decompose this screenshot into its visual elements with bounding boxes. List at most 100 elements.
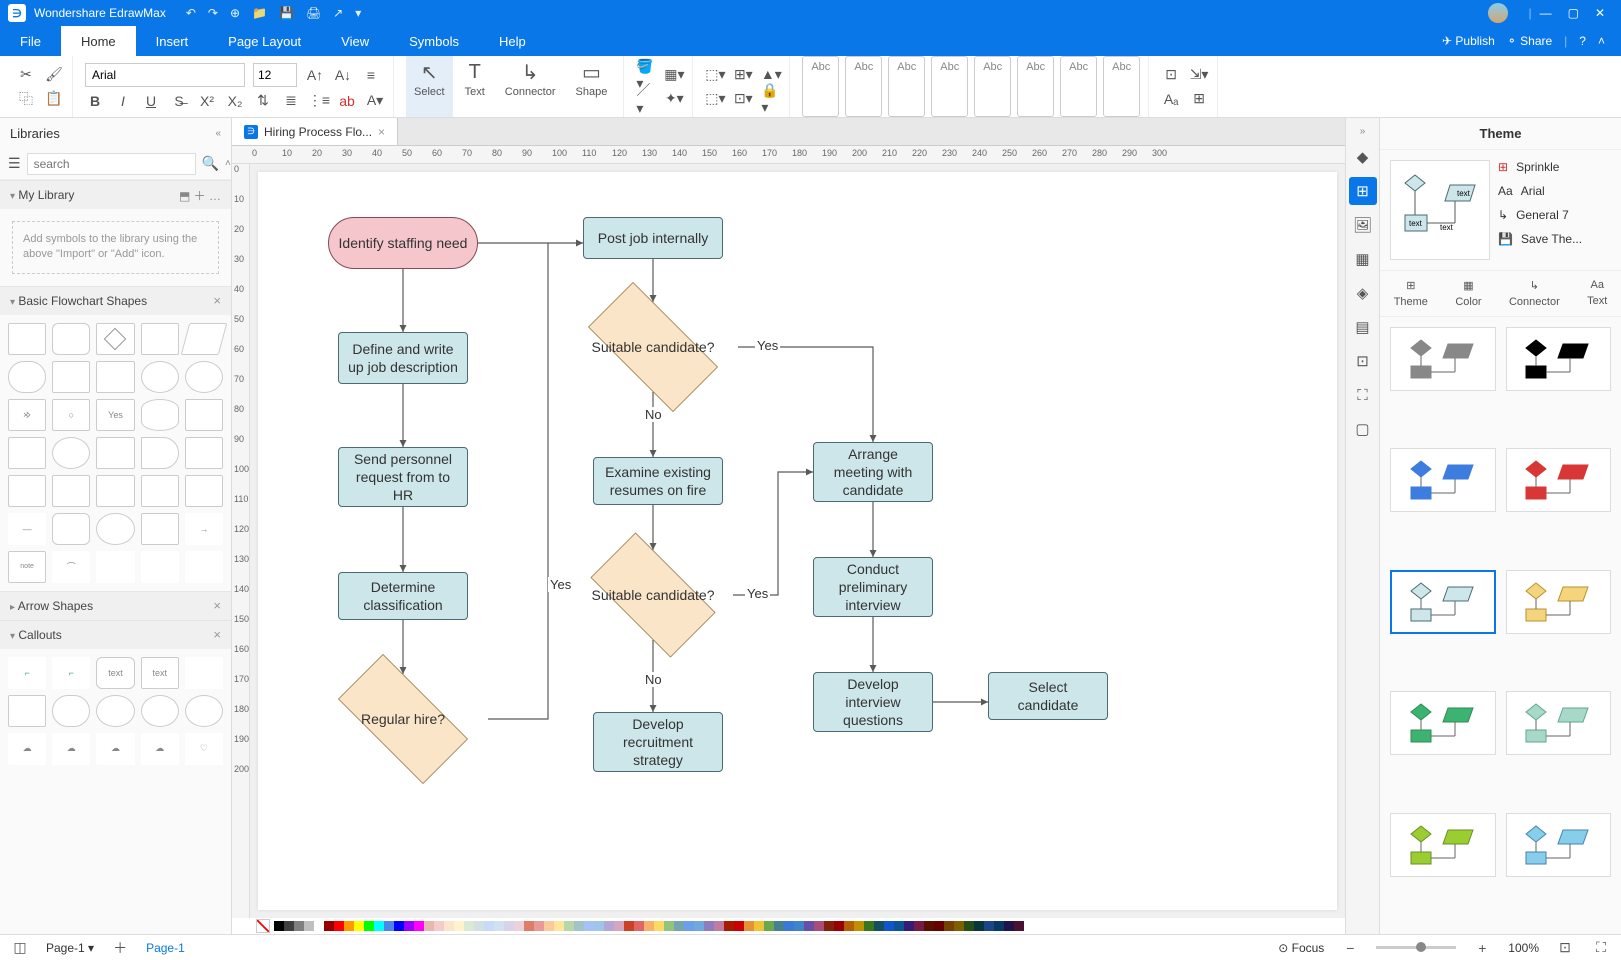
palette-swatch[interactable] bbox=[904, 921, 914, 931]
palette-swatch[interactable] bbox=[374, 921, 384, 931]
select-tool[interactable]: ↖Select bbox=[406, 56, 453, 117]
palette-swatch[interactable] bbox=[574, 921, 584, 931]
palette-swatch[interactable] bbox=[874, 921, 884, 931]
tab-help[interactable]: Help bbox=[479, 26, 546, 56]
palette-swatch[interactable] bbox=[894, 921, 904, 931]
palette-swatch[interactable] bbox=[664, 921, 674, 931]
flowchart-node-n12[interactable]: Conduct preliminary interview bbox=[813, 557, 933, 617]
callout-7[interactable] bbox=[52, 695, 90, 727]
line-spacing-icon[interactable]: ≣ bbox=[281, 91, 301, 111]
fit-page-icon[interactable]: ⛶ bbox=[1591, 938, 1611, 958]
palette-swatch[interactable] bbox=[554, 921, 564, 931]
palette-swatch[interactable] bbox=[794, 921, 804, 931]
flowchart-node-n10[interactable]: Develop recruitment strategy bbox=[593, 712, 723, 772]
tab-insert[interactable]: Insert bbox=[136, 26, 209, 56]
search-icon[interactable]: 🔍 bbox=[202, 154, 219, 174]
callouts-label[interactable]: Callouts bbox=[18, 628, 61, 642]
shape-connector-circle[interactable] bbox=[52, 437, 90, 469]
rp-tab-theme[interactable]: ⊞Theme bbox=[1394, 279, 1428, 308]
ts-grid-icon[interactable]: ⊡ bbox=[1349, 347, 1377, 375]
palette-swatch[interactable] bbox=[934, 921, 944, 931]
ts-layout-icon[interactable]: ▦ bbox=[1349, 245, 1377, 273]
palette-swatch[interactable] bbox=[744, 921, 754, 931]
underline-icon[interactable]: U bbox=[141, 91, 161, 111]
palette-swatch[interactable] bbox=[404, 921, 414, 931]
shape-loop-limit[interactable] bbox=[185, 475, 223, 507]
italic-icon[interactable]: I bbox=[113, 91, 133, 111]
palette-swatch[interactable] bbox=[674, 921, 684, 931]
palette-swatch[interactable] bbox=[284, 921, 294, 931]
palette-swatch[interactable] bbox=[994, 921, 1004, 931]
palette-swatch[interactable] bbox=[864, 921, 874, 931]
flowchart-node-n9[interactable]: Suitable candidate? bbox=[573, 550, 733, 640]
connector-tool[interactable]: ↳Connector bbox=[497, 56, 564, 117]
tab-home[interactable]: Home bbox=[61, 26, 136, 56]
theme-thumb-4[interactable] bbox=[1390, 570, 1496, 634]
flowchart-node-n4[interactable]: Determine classification bbox=[338, 572, 468, 620]
ts-image-icon[interactable]: 🖼 bbox=[1349, 211, 1377, 239]
add-page-icon[interactable]: ＋ bbox=[110, 938, 130, 958]
palette-swatch[interactable] bbox=[854, 921, 864, 931]
ts-layers-icon[interactable]: ◈ bbox=[1349, 279, 1377, 307]
shape-offpage[interactable] bbox=[141, 513, 179, 545]
zoom-out-icon[interactable]: − bbox=[1340, 938, 1360, 958]
palette-swatch[interactable] bbox=[624, 921, 634, 931]
callout-cloud1[interactable]: ☁ bbox=[8, 733, 46, 765]
shape-blank2[interactable] bbox=[141, 551, 179, 583]
font-size-select[interactable] bbox=[253, 63, 297, 87]
theme-thumb-5[interactable] bbox=[1506, 570, 1612, 634]
shape-stored-data[interactable] bbox=[96, 361, 134, 393]
flowchart-node-n1[interactable]: Identify staffing need bbox=[328, 217, 478, 269]
callout-4[interactable]: text bbox=[141, 657, 179, 689]
open-icon[interactable]: 📁 bbox=[252, 6, 267, 20]
palette-swatch[interactable] bbox=[914, 921, 924, 931]
shape-oval[interactable] bbox=[96, 513, 134, 545]
palette-swatch[interactable] bbox=[464, 921, 474, 931]
paste-icon[interactable]: 📋 bbox=[44, 89, 64, 109]
ts-theme-icon[interactable]: ⊞ bbox=[1349, 177, 1377, 205]
theme-connector[interactable]: ↳General 7 bbox=[1498, 208, 1611, 222]
callout-1[interactable]: ⌐ bbox=[8, 657, 46, 689]
callout-2[interactable]: ⌐ bbox=[52, 657, 90, 689]
palette-swatch[interactable] bbox=[474, 921, 484, 931]
callout-3[interactable]: text bbox=[96, 657, 134, 689]
palette-swatch[interactable] bbox=[734, 921, 744, 931]
theme-sprinkle[interactable]: ⊞Sprinkle bbox=[1498, 160, 1611, 174]
palette-swatch[interactable] bbox=[274, 921, 284, 931]
shape-actor[interactable]: 𐰢 bbox=[8, 399, 46, 431]
shape-diamond[interactable] bbox=[96, 323, 134, 355]
bold-icon[interactable]: B bbox=[85, 91, 105, 111]
palette-swatch[interactable] bbox=[644, 921, 654, 931]
shape-card[interactable] bbox=[8, 437, 46, 469]
tab-symbols[interactable]: Symbols bbox=[389, 26, 479, 56]
ts-fill-icon[interactable]: ◆ bbox=[1349, 143, 1377, 171]
palette-swatch[interactable] bbox=[754, 921, 764, 931]
flowchart-node-n13[interactable]: Develop interview questions bbox=[813, 672, 933, 732]
palette-swatch[interactable] bbox=[524, 921, 534, 931]
line-icon[interactable]: ／▾ bbox=[636, 89, 656, 109]
style-preset-6[interactable]: Abc bbox=[1017, 56, 1054, 117]
palette-swatch[interactable] bbox=[824, 921, 834, 931]
palette-swatch[interactable] bbox=[514, 921, 524, 931]
palette-swatch[interactable] bbox=[334, 921, 344, 931]
shape-rounded[interactable] bbox=[52, 513, 90, 545]
theme-thumb-7[interactable] bbox=[1506, 691, 1612, 755]
palette-swatch[interactable] bbox=[304, 921, 314, 931]
palette-swatch[interactable] bbox=[1014, 921, 1024, 931]
strikethrough-icon[interactable]: S̶ bbox=[169, 91, 189, 111]
palette-swatch[interactable] bbox=[294, 921, 304, 931]
palette-swatch[interactable] bbox=[584, 921, 594, 931]
decrease-font-icon[interactable]: A↓ bbox=[333, 65, 353, 85]
shape-trapezoid[interactable] bbox=[96, 475, 134, 507]
palette-swatch[interactable] bbox=[344, 921, 354, 931]
same-size-icon[interactable]: ⊞ bbox=[1189, 89, 1209, 109]
close-button[interactable]: ✕ bbox=[1587, 6, 1613, 20]
qat-dropdown-icon[interactable]: ▾ bbox=[355, 6, 361, 20]
shape-blank3[interactable] bbox=[185, 551, 223, 583]
shape-hexagon[interactable] bbox=[141, 475, 179, 507]
callout-8[interactable] bbox=[96, 695, 134, 727]
palette-swatch[interactable] bbox=[634, 921, 644, 931]
flowchart-node-n2[interactable]: Define and write up job description bbox=[338, 332, 468, 384]
theme-font[interactable]: AaArial bbox=[1498, 184, 1611, 198]
publish-button[interactable]: ✈ Publish bbox=[1442, 34, 1495, 48]
